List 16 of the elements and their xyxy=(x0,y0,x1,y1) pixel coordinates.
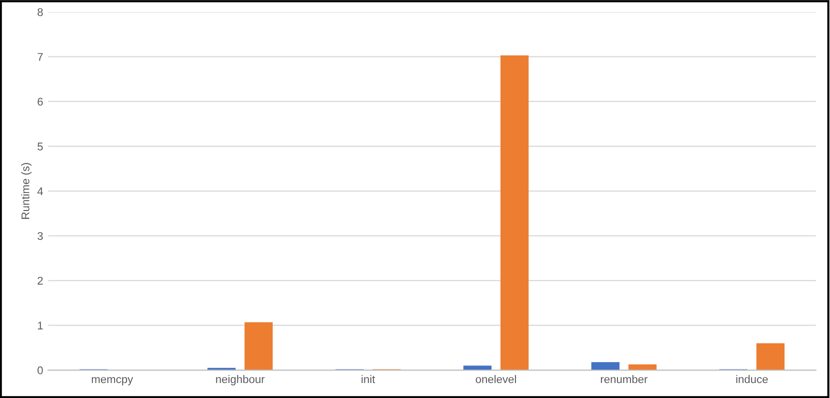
x-tick-label: renumber xyxy=(600,375,648,384)
y-tick-label: 5 xyxy=(38,142,43,150)
y-tick-label: 4 xyxy=(37,187,43,196)
y-tick-label: 0 xyxy=(38,366,43,374)
x-tick-label: memcpy xyxy=(92,377,134,386)
x-tick-label: init xyxy=(362,375,376,384)
x-tick-label: onelevel xyxy=(476,375,516,384)
y-tick-label: 3 xyxy=(38,232,43,240)
y-tick-label: 2 xyxy=(38,276,43,285)
y-axis-title: Runtime (s) xyxy=(21,163,32,219)
y-tick-label: 8 xyxy=(38,8,43,16)
y-tick-label: 1 xyxy=(38,322,43,330)
y-tick-label: 6 xyxy=(38,98,43,106)
y-tick-label: 7 xyxy=(38,53,43,61)
x-tick-label: neighbour xyxy=(216,375,265,386)
x-tick-label: induce xyxy=(736,375,768,384)
